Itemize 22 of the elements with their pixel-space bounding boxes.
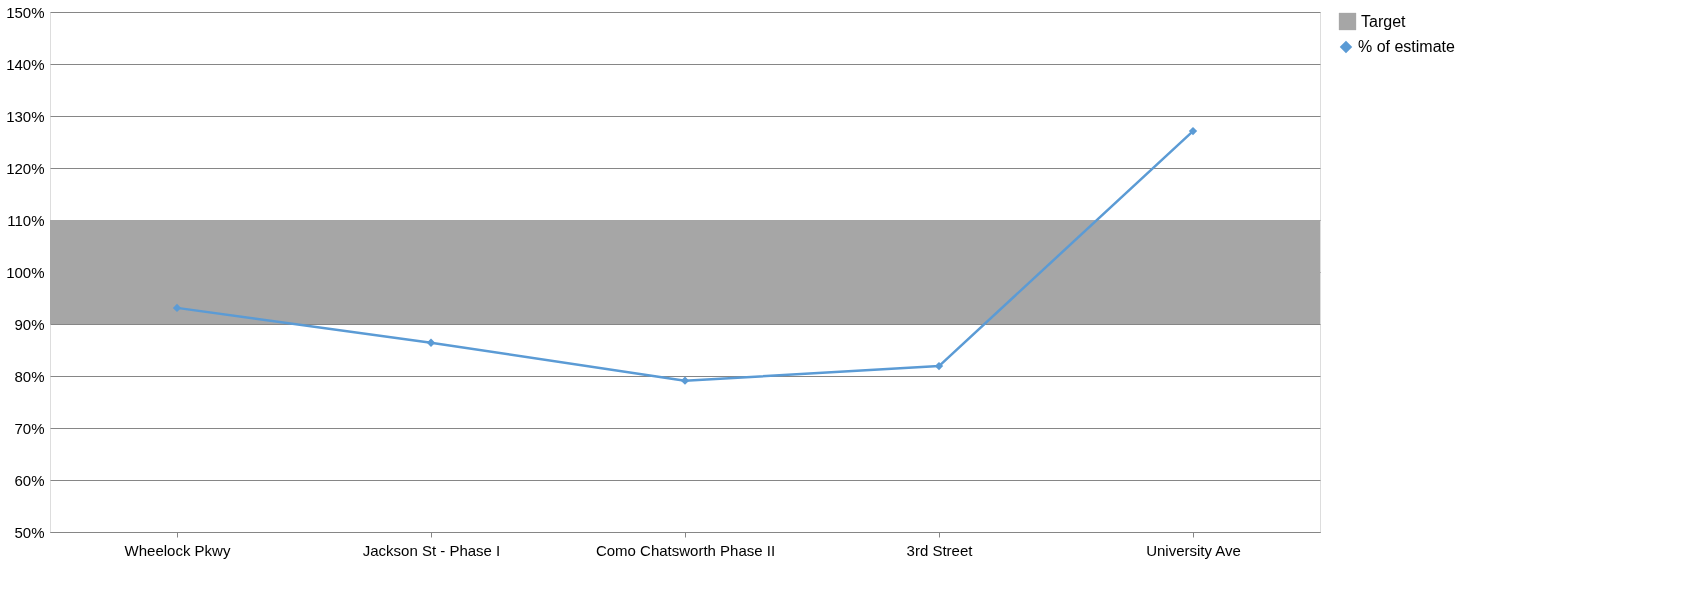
y-tick-label: 80% [14, 367, 45, 385]
point [680, 376, 690, 385]
x-tick-label: 3rd Street [906, 541, 974, 559]
point [172, 303, 182, 313]
x-tick-label: Como Chatsworth Phase II [595, 541, 776, 559]
y-tick-label: 150% [6, 3, 45, 21]
point [426, 338, 436, 347]
legend-label: Target [1361, 12, 1407, 30]
y-tick-label: 130% [6, 107, 45, 125]
legend-label: % of estimate [1358, 38, 1456, 55]
x-tick-label: University Ave [1146, 541, 1241, 559]
x-tick-label: Wheelock Pkwy [124, 541, 231, 559]
y-tick-label: 110% [7, 211, 45, 229]
point [1188, 126, 1198, 136]
y-tick-label: 120% [6, 159, 45, 177]
y-tick-label: 100% [6, 263, 45, 281]
y-tick-label: 70% [14, 419, 45, 437]
y-tick-label: 90% [14, 315, 45, 333]
y-tick-label: 140% [6, 55, 45, 73]
y-tick-label: 50% [14, 523, 45, 541]
y-tick-label: 60% [14, 471, 45, 489]
x-tick-label: Jackson St - Phase I [362, 541, 501, 559]
